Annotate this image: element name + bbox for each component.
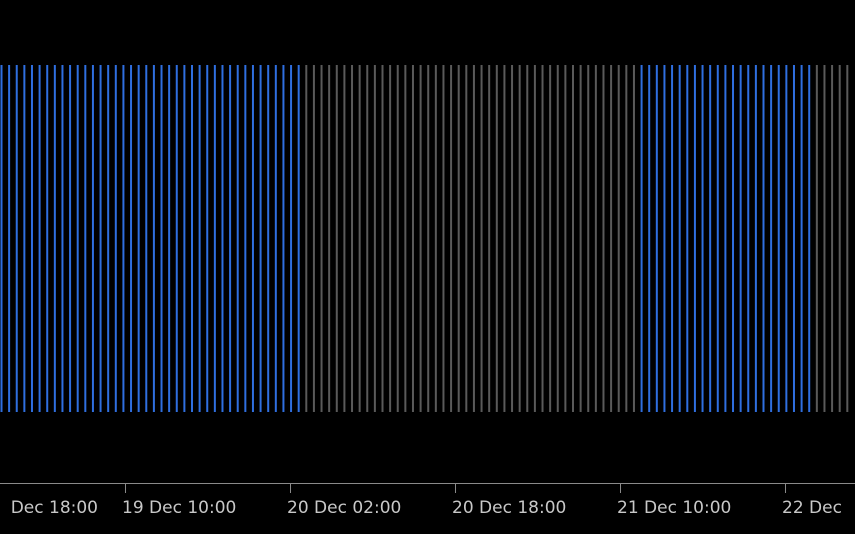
time-label: 22 Dec [782,498,842,518]
time-axis-ticks [125,483,786,493]
time-label: Dec 18:00 [11,498,98,518]
time-label: 19 Dec 10:00 [122,498,236,518]
time-label: 20 Dec 02:00 [287,498,401,518]
time-label: 20 Dec 18:00 [452,498,566,518]
time-label: 21 Dec 10:00 [617,498,731,518]
separator-lines [0,65,849,412]
